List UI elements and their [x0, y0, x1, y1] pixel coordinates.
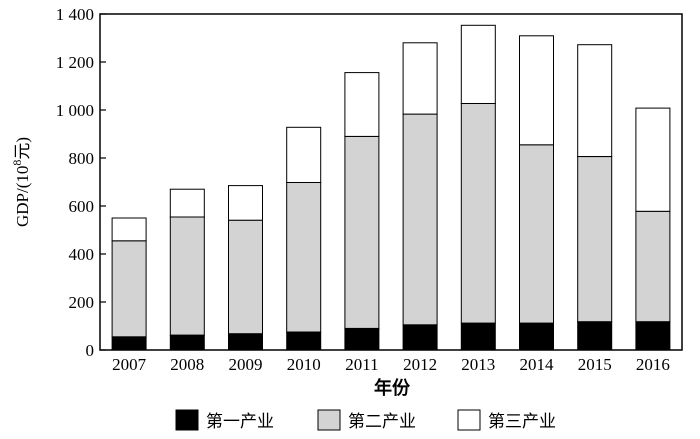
bar-2014-series-2 — [519, 144, 554, 324]
x-tick-label: 2014 — [520, 355, 555, 374]
x-tick-label: 2010 — [287, 355, 321, 374]
x-tick-label: 2011 — [345, 355, 378, 374]
bar-2010-series-2 — [286, 182, 322, 333]
x-tick-label: 2015 — [578, 355, 612, 374]
y-tick-label: 1 000 — [56, 101, 94, 120]
legend-swatch-1 — [175, 409, 199, 431]
y-tick-label: 600 — [69, 197, 95, 216]
legend-label-1: 第一产业 — [206, 412, 274, 432]
x-tick-label: 2009 — [229, 355, 263, 374]
y-axis-ticks: 0 200 400 600 800 1 000 1 200 1 400 — [56, 5, 106, 360]
y-tick-label: 1 200 — [56, 53, 94, 72]
x-axis-label: 年份 — [374, 377, 411, 399]
y-tick-label: 400 — [69, 245, 95, 264]
legend-swatch-3 — [457, 409, 481, 431]
bar-2008-series-2 — [169, 216, 205, 336]
x-tick-label: 2016 — [636, 355, 670, 374]
y-tick-label: 0 — [86, 341, 95, 360]
bar-2010-series-3 — [286, 126, 322, 184]
legend-label-2: 第二产业 — [348, 412, 416, 432]
x-axis-ticks: 2007 2008 2009 2010 2011 2012 2013 2014 2015 2016 — [112, 345, 670, 374]
bar-2008-series-3 — [169, 188, 205, 218]
bar-2012-series-2 — [402, 113, 438, 326]
bar-2007-series-3 — [111, 217, 147, 242]
legend-label-3: 第三产业 — [488, 412, 556, 432]
y-tick-label: 1 400 — [56, 5, 94, 24]
legend-swatch-2 — [317, 409, 341, 431]
bar-2016-series-2 — [635, 210, 671, 323]
bar-2011-series-3 — [344, 72, 380, 137]
bar-2014-series-3 — [519, 35, 554, 146]
bar-2009-series-3 — [228, 185, 263, 221]
bar-2013-series-3 — [460, 24, 496, 104]
bar-2015-series-2 — [577, 156, 613, 323]
bar-2009-series-2 — [228, 219, 263, 335]
x-tick-label: 2013 — [461, 355, 495, 374]
bar-2015-series-3 — [577, 44, 613, 158]
legend: 第一产业 第二产业 第三产业 — [175, 409, 556, 432]
bar-2016-series-3 — [635, 107, 671, 212]
x-tick-label: 2007 — [112, 355, 147, 374]
bar-2013-series-2 — [460, 103, 496, 324]
bar-2012-series-3 — [402, 42, 438, 115]
plot-frame — [99, 13, 683, 351]
x-tick-label: 2012 — [403, 355, 437, 374]
x-tick-label: 2008 — [170, 355, 204, 374]
y-tick-label: 200 — [69, 293, 95, 312]
bar-2011-series-2 — [344, 135, 380, 329]
y-axis-label: GDP/(108元) — [10, 137, 32, 227]
bars-layer — [111, 24, 671, 351]
y-tick-label: 800 — [69, 149, 95, 168]
bar-2007-series-2 — [111, 240, 147, 338]
